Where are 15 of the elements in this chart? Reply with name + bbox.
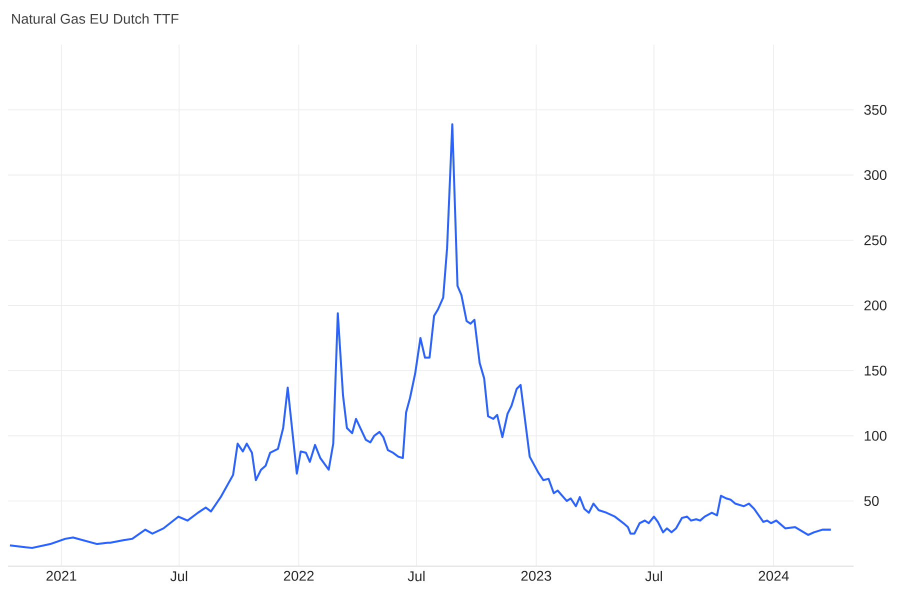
chart-title: Natural Gas EU Dutch TTF (12, 13, 178, 24)
x-tick-label: 2021 (46, 570, 76, 581)
y-tick-label: 300 (864, 170, 887, 180)
y-tick-label: 150 (864, 366, 887, 376)
y-tick-label: 250 (864, 235, 887, 246)
x-tick-label: Jul (645, 570, 662, 582)
y-tick-label: 100 (864, 430, 887, 441)
x-tick-label: Jul (170, 570, 188, 582)
y-tick-label: 50 (864, 496, 879, 506)
y-tick-label: 200 (864, 300, 887, 310)
x-tick-label: 2024 (758, 570, 789, 581)
x-tick-label: 2022 (284, 570, 314, 581)
x-tick-label: 2023 (521, 570, 552, 581)
x-tick-label: Jul (408, 570, 425, 582)
y-tick-label: 350 (864, 104, 887, 115)
